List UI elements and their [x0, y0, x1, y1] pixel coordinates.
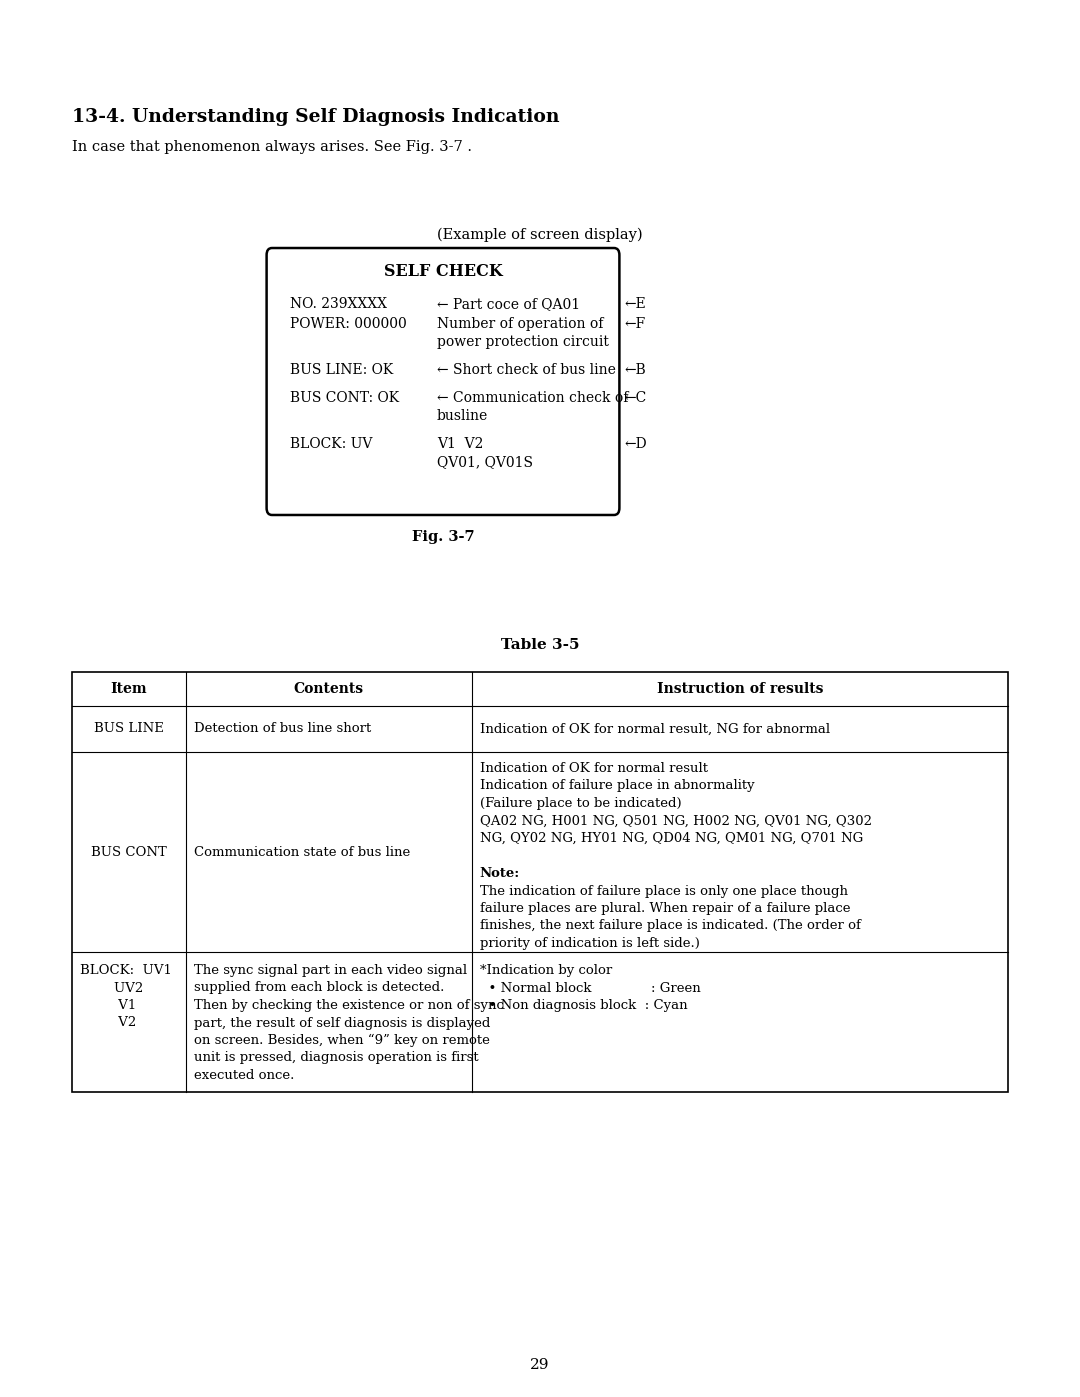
Text: Contents: Contents	[294, 682, 364, 696]
Text: NG, QY02 NG, HY01 NG, QD04 NG, QM01 NG, Q701 NG: NG, QY02 NG, HY01 NG, QD04 NG, QM01 NG, …	[480, 833, 863, 845]
Text: • Non diagnosis block  : Cyan: • Non diagnosis block : Cyan	[480, 999, 687, 1011]
Text: BUS LINE: BUS LINE	[94, 722, 164, 735]
Text: ← Part coce of QA01: ← Part coce of QA01	[437, 298, 580, 312]
Text: ←C: ←C	[624, 391, 646, 405]
Text: BUS CONT: OK: BUS CONT: OK	[291, 391, 400, 405]
Text: Fig. 3-7: Fig. 3-7	[411, 529, 474, 543]
Text: Indication of failure place in abnormality: Indication of failure place in abnormali…	[480, 780, 754, 792]
Text: Indication of OK for normal result: Indication of OK for normal result	[480, 761, 707, 775]
Text: 13-4. Understanding Self Diagnosis Indication: 13-4. Understanding Self Diagnosis Indic…	[72, 108, 559, 126]
Text: failure places are plural. When repair of a failure place: failure places are plural. When repair o…	[480, 902, 850, 915]
Text: unit is pressed, diagnosis operation is first: unit is pressed, diagnosis operation is …	[194, 1052, 478, 1065]
Text: part, the result of self diagnosis is displayed: part, the result of self diagnosis is di…	[194, 1017, 490, 1030]
Text: In case that phenomenon always arises. See Fig. 3-7 .: In case that phenomenon always arises. S…	[72, 140, 472, 154]
Text: finishes, the next failure place is indicated. (The order of: finishes, the next failure place is indi…	[480, 919, 861, 933]
Text: Detection of bus line short: Detection of bus line short	[194, 722, 372, 735]
Text: • Normal block              : Green: • Normal block : Green	[480, 982, 701, 995]
Text: BUS LINE: OK: BUS LINE: OK	[291, 363, 393, 377]
Text: ←B: ←B	[624, 363, 646, 377]
Text: The sync signal part in each video signal: The sync signal part in each video signa…	[194, 964, 468, 977]
Text: Indication of OK for normal result, NG for abnormal: Indication of OK for normal result, NG f…	[480, 722, 829, 735]
Text: ←F: ←F	[624, 317, 645, 331]
Text: supplied from each block is detected.: supplied from each block is detected.	[194, 982, 445, 995]
Text: QV01, QV01S: QV01, QV01S	[437, 455, 534, 469]
Text: QA02 NG, H001 NG, Q501 NG, H002 NG, QV01 NG, Q302: QA02 NG, H001 NG, Q501 NG, H002 NG, QV01…	[480, 814, 872, 827]
Text: busline: busline	[437, 409, 488, 423]
Text: ← Communication check of: ← Communication check of	[437, 391, 629, 405]
Text: The indication of failure place is only one place though: The indication of failure place is only …	[480, 884, 848, 897]
Text: ← Short check of bus line: ← Short check of bus line	[437, 363, 616, 377]
Text: NO. 239XXXX: NO. 239XXXX	[291, 298, 387, 312]
Text: Number of operation of: Number of operation of	[437, 317, 604, 331]
Text: V2: V2	[80, 1017, 136, 1030]
Text: ←E: ←E	[624, 298, 646, 312]
Text: (Failure place to be indicated): (Failure place to be indicated)	[480, 798, 681, 810]
Text: BUS CONT: BUS CONT	[91, 845, 167, 859]
Text: *Indication by color: *Indication by color	[480, 964, 612, 977]
Text: Then by checking the existence or non of sync: Then by checking the existence or non of…	[194, 999, 504, 1011]
Text: V1: V1	[80, 999, 136, 1011]
Text: Instruction of results: Instruction of results	[657, 682, 823, 696]
Text: V1  V2: V1 V2	[437, 437, 484, 451]
Text: 29: 29	[530, 1358, 550, 1372]
Text: Note:: Note:	[480, 868, 519, 880]
Text: Item: Item	[111, 682, 147, 696]
Text: SELF CHECK: SELF CHECK	[383, 263, 502, 279]
Text: BLOCK: UV: BLOCK: UV	[291, 437, 373, 451]
Text: ←D: ←D	[624, 437, 647, 451]
Text: Communication state of bus line: Communication state of bus line	[194, 845, 410, 859]
Text: BLOCK:  UV1: BLOCK: UV1	[80, 964, 172, 977]
Text: priority of indication is left side.): priority of indication is left side.)	[480, 937, 700, 950]
Text: UV2: UV2	[80, 982, 144, 995]
Text: power protection circuit: power protection circuit	[437, 335, 609, 349]
Text: Table 3-5: Table 3-5	[501, 638, 579, 652]
Text: POWER: 000000: POWER: 000000	[291, 317, 407, 331]
Text: executed once.: executed once.	[194, 1069, 295, 1083]
Text: (Example of screen display): (Example of screen display)	[437, 228, 643, 243]
Text: on screen. Besides, when “9” key on remote: on screen. Besides, when “9” key on remo…	[194, 1034, 490, 1048]
